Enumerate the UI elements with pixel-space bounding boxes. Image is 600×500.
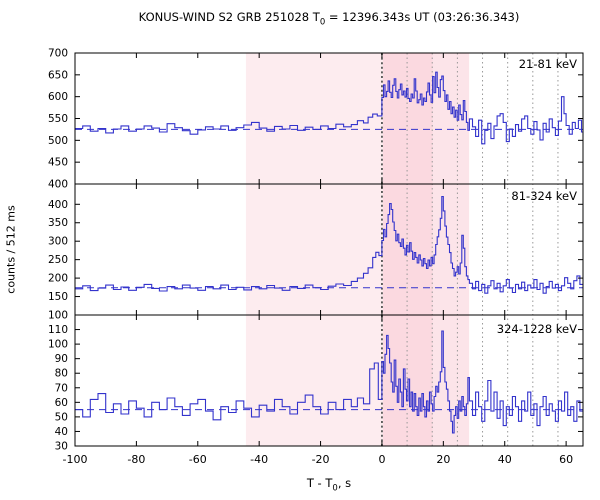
y-tick-label: 700 <box>48 48 68 60</box>
light-curve-steps <box>75 195 583 294</box>
y-tick-label: 400 <box>48 199 68 211</box>
panel-label-energy-band-2: 81-324 keV <box>511 189 577 203</box>
y-axis-label: counts / 512 ms <box>4 205 18 294</box>
x-tick-label: -100 <box>63 453 88 466</box>
panel-frame <box>74 314 584 447</box>
panel-1: 400 450 500 550 600 650 700 <box>48 48 584 191</box>
x-tick-label: -20 <box>312 453 330 466</box>
y-tick-label: 150 <box>48 291 68 303</box>
light-curve-steps <box>75 330 583 434</box>
chart-title-subscript: 0 <box>319 17 326 28</box>
y-tick-label: 250 <box>48 254 68 266</box>
y-tick-label: 70 <box>55 382 68 394</box>
panel-3: 30 40 50 60 70 80 90 100 110 <box>48 314 584 453</box>
panel-2: 100 150 200 250 300 350 400 <box>48 183 584 322</box>
y-tick-label: 100 <box>48 310 68 322</box>
x-axis-label-subscript: 0 <box>332 483 338 494</box>
x-tick-label: -40 <box>250 453 268 466</box>
shaded-region <box>245 53 383 446</box>
y-tick-label: 60 <box>55 397 68 409</box>
x-tick-label: 0 <box>378 453 385 466</box>
y-tick-label: 30 <box>55 441 68 453</box>
y-tick-label: 600 <box>48 91 68 103</box>
y-tick-label: 550 <box>48 113 68 125</box>
chart-title: KONUS-WIND S2 GRB 251028 T0 = 12396.343s… <box>75 10 583 27</box>
y-tick-label: 40 <box>55 426 68 438</box>
y-tick-label: 80 <box>55 368 68 380</box>
y-tick-label: 400 <box>48 179 68 191</box>
y-tick-label: 100 <box>48 339 68 351</box>
light-curve-steps <box>75 71 583 145</box>
y-tick-label: 450 <box>48 157 68 169</box>
chart-title-prefix: KONUS-WIND S2 GRB 251028 T <box>138 10 320 24</box>
x-axis-label: T - T0, s <box>75 476 583 493</box>
x-tick-label: 60 <box>559 453 573 466</box>
y-tick-label: 110 <box>48 324 68 336</box>
y-tick-label: 50 <box>55 411 68 423</box>
y-tick-label: 500 <box>48 135 68 147</box>
chart-title-suffix: = 12396.343s UT (03:26:36.343) <box>325 10 520 24</box>
x-tick-label: 40 <box>498 453 512 466</box>
y-tick-label: 90 <box>55 353 68 365</box>
x-tick-label: -80 <box>127 453 145 466</box>
x-tick-label: 20 <box>436 453 450 466</box>
x-axis-label-suffix: , s <box>337 476 352 490</box>
panel-label-energy-band-1: 21-81 keV <box>518 57 577 71</box>
y-tick-label: 650 <box>48 69 68 81</box>
y-tick-label: 200 <box>48 273 68 285</box>
x-tick-labels: -100 -80 -60 -40 -20 0 20 40 60 <box>63 453 574 466</box>
y-tick-label: 300 <box>48 236 68 248</box>
y-tick-label: 350 <box>48 217 68 229</box>
x-axis-label-prefix: T - T <box>306 476 333 490</box>
x-tick-label: -60 <box>189 453 207 466</box>
panel-label-energy-band-3: 324-1228 keV <box>496 322 577 336</box>
